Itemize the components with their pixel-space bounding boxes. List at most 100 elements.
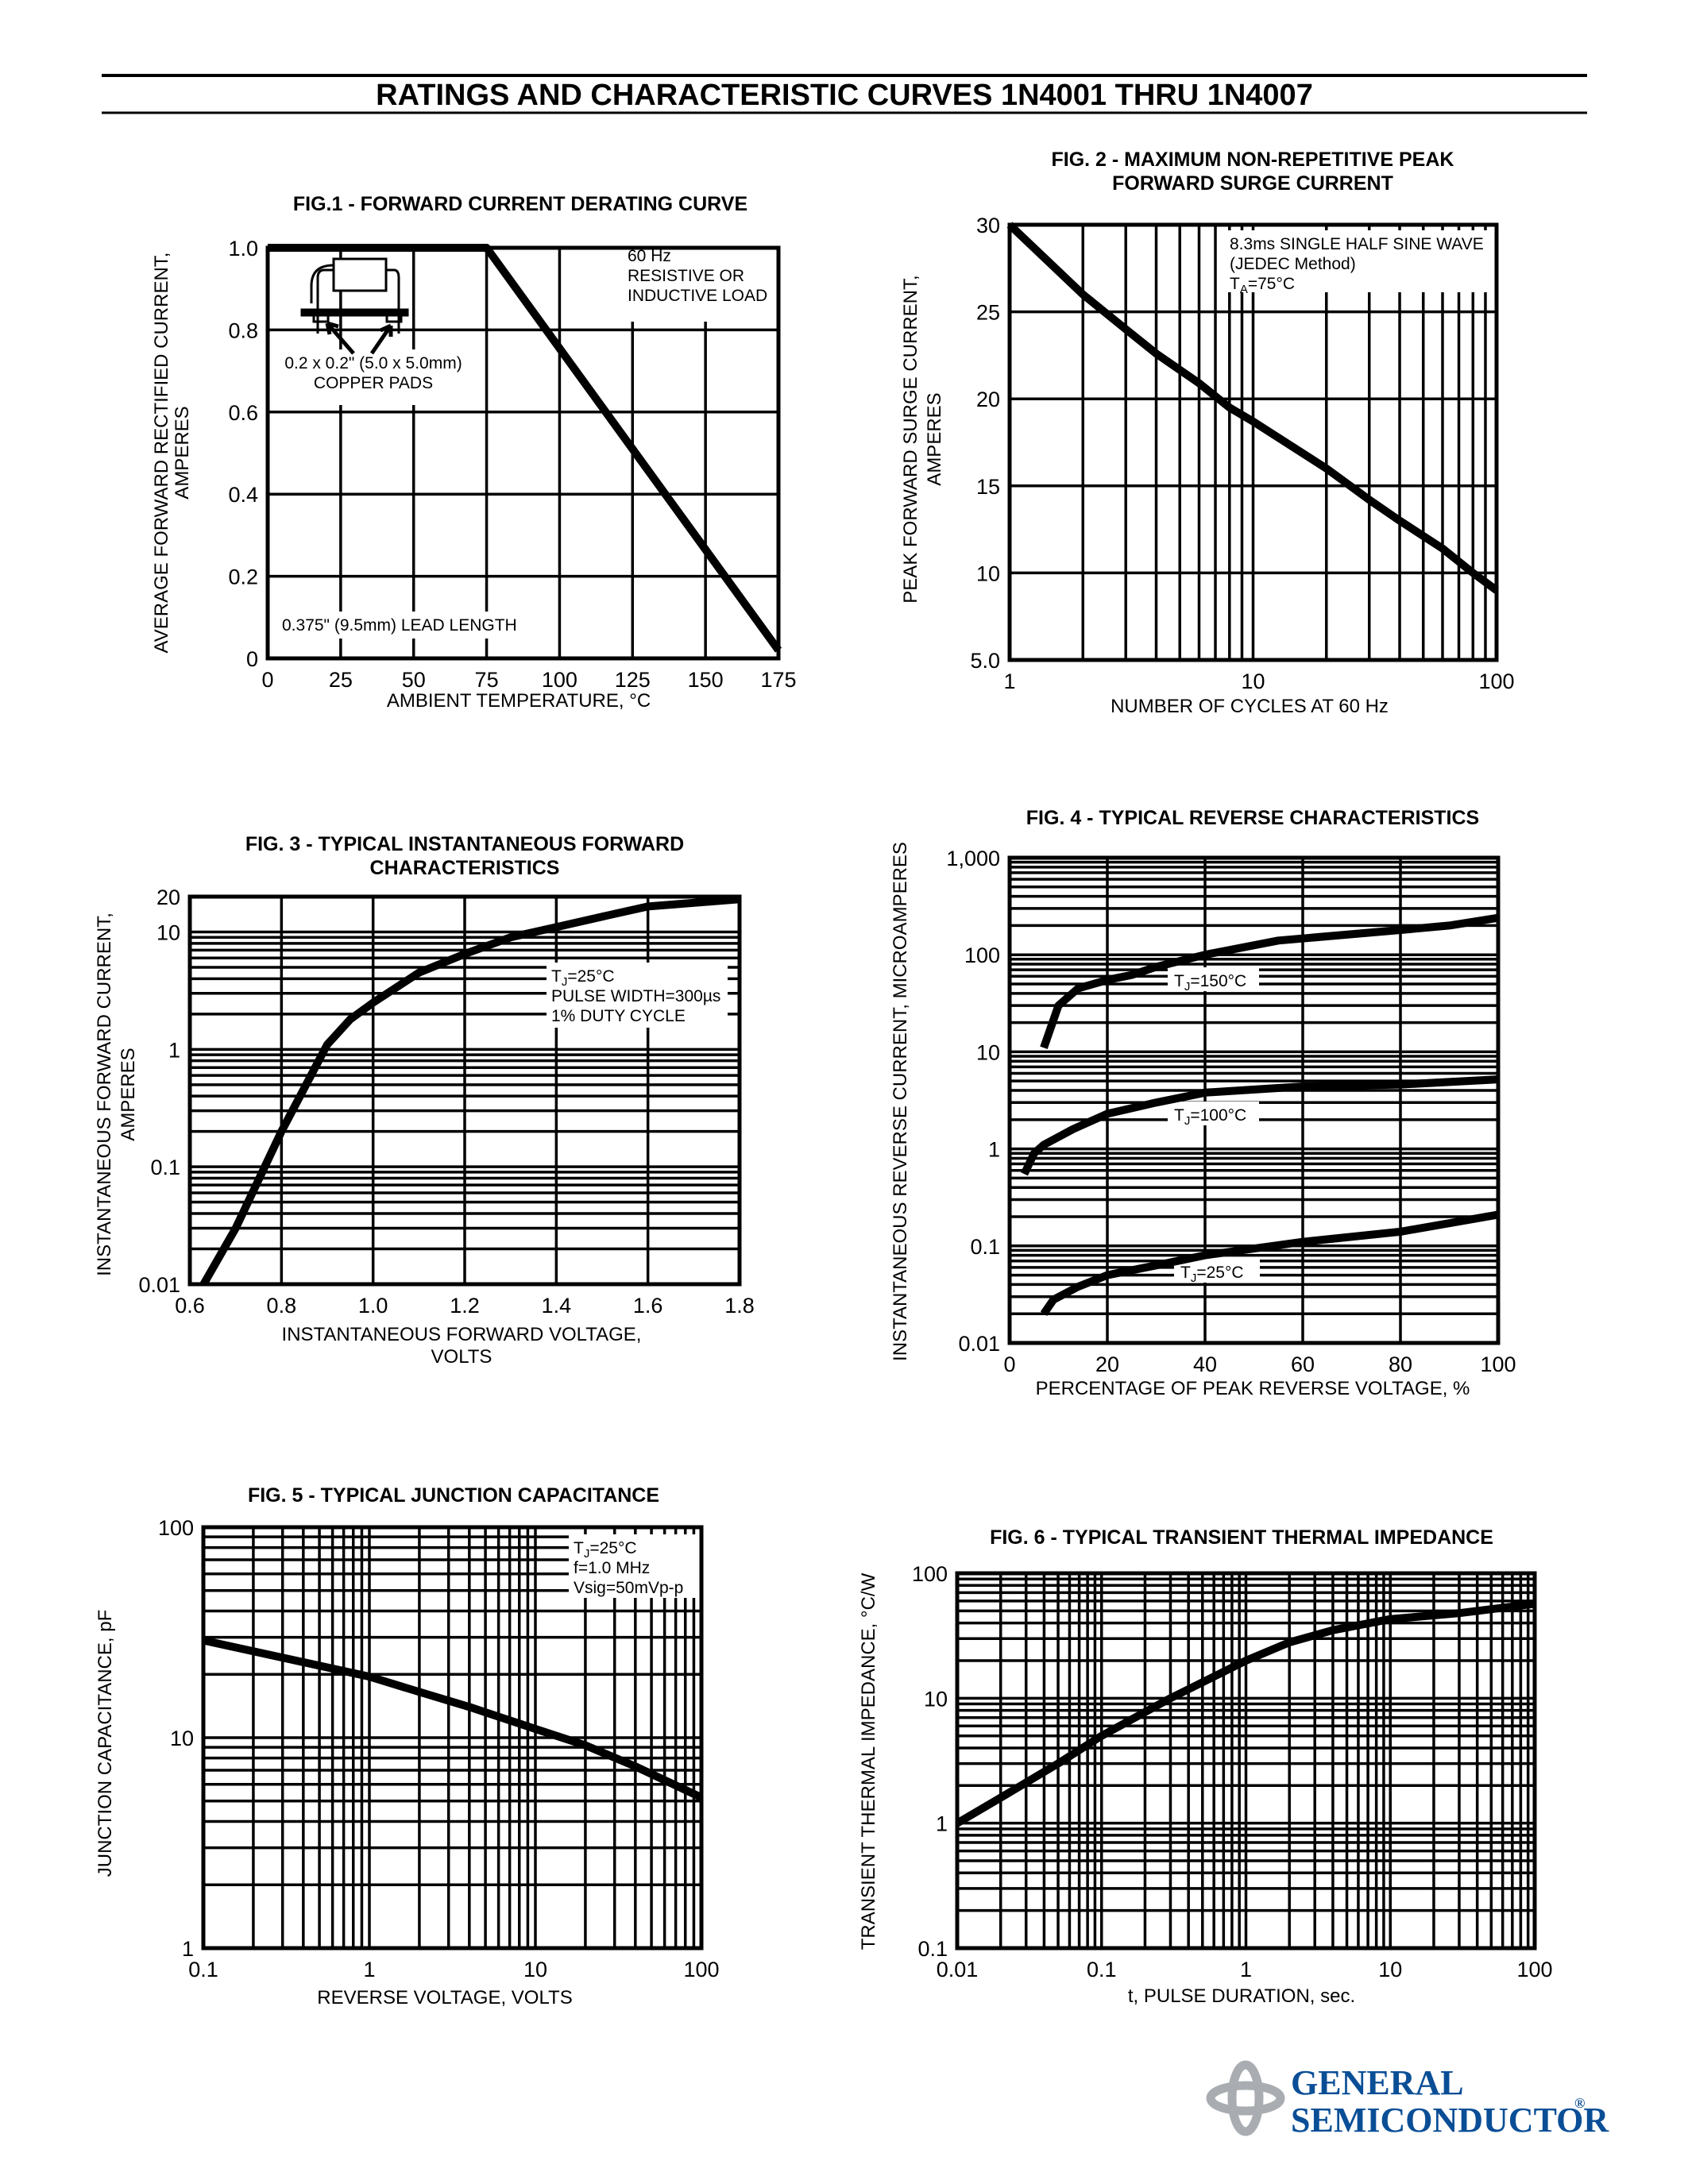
series-line-0 — [1040, 913, 1499, 1049]
chart-title: FIG. 5 - TYPICAL JUNCTION CAPACITANCE — [248, 1484, 659, 1507]
y-tick-label: 10 — [156, 921, 180, 945]
series-line — [955, 1599, 1535, 1827]
y-tick-label: 100 — [158, 1516, 194, 1540]
y-tick-label: 10 — [976, 1040, 1000, 1064]
x-tick-label: 175 — [760, 668, 796, 692]
x-tick-label: 0.6 — [175, 1294, 205, 1318]
y-tick-label: 1 — [936, 1812, 948, 1836]
annotation-text: PULSE WIDTH=300µs — [551, 987, 720, 1005]
annotation-text: 1% DUTY CYCLE — [551, 1007, 686, 1025]
x-axis-label: INSTANTANEOUS FORWARD VOLTAGE, — [282, 1324, 642, 1345]
y-axis-label: INSTANTANEOUS REVERSE CURRENT, MICROAMPE… — [890, 842, 911, 1361]
y-tick-label: 20 — [976, 388, 1000, 411]
chart-fig-1: 0 25 50 75 100 125 150 175 0 0.2 0.4 0.6 0.8 1.0 FIG.1… — [151, 193, 797, 712]
y-tick-label: 1,000 — [946, 847, 1000, 870]
series-line — [199, 895, 740, 1287]
y-tick-label: 10 — [170, 1727, 194, 1750]
x-tick-label: 60 — [1291, 1352, 1315, 1376]
y-axis-label: TRANSIENT THERMAL IMPEDANCE, °C/W — [858, 1572, 879, 1950]
chart-title: CHARACTERISTICS — [370, 857, 560, 879]
logo-line1: GENERAL — [1291, 2063, 1464, 2102]
x-tick-label: 75 — [475, 668, 499, 692]
annotation-background — [569, 1534, 704, 1598]
series-line — [1006, 222, 1499, 594]
annotation-background — [1223, 230, 1493, 292]
y-tick-label: 1 — [988, 1138, 1000, 1162]
logo-line2: SEMICONDUCTOR — [1291, 2101, 1609, 2140]
x-tick-label: 1.4 — [542, 1294, 572, 1318]
y-tick-label: 10 — [924, 1687, 948, 1711]
y-tick-label: 1 — [182, 1937, 194, 1961]
x-tick-label: 1 — [363, 1958, 375, 1981]
y-axis-label: AMPERES — [172, 406, 193, 499]
plot-frame — [265, 245, 781, 661]
y-tick-label: 0.6 — [228, 401, 258, 425]
annotation-text: 60 Hz — [628, 247, 671, 265]
annotation-text: f=1.0 MHz — [574, 1559, 650, 1577]
x-tick-label: 125 — [615, 668, 651, 692]
x-tick-label: 0.8 — [267, 1294, 297, 1318]
x-tick-label: 10 — [523, 1958, 547, 1981]
y-tick-label: 0.1 — [970, 1235, 1000, 1259]
y-tick-label: 0 — [246, 647, 258, 671]
x-tick-label: 100 — [683, 1958, 719, 1981]
plot-frame — [1007, 855, 1501, 1345]
diode-mounting-diagram-icon — [300, 257, 409, 355]
series-line — [268, 244, 782, 653]
x-tick-label: 25 — [329, 668, 353, 692]
chart-title: FIG.1 - FORWARD CURRENT DERATING CURVE — [293, 193, 747, 215]
x-axis-label: PERCENTAGE OF PEAK REVERSE VOLTAGE, % — [1036, 1378, 1470, 1399]
annotation-text: 0.2 x 0.2" (5.0 x 5.0mm) — [284, 354, 462, 372]
x-tick-label: 20 — [1095, 1352, 1119, 1376]
x-tick-label: 80 — [1389, 1352, 1412, 1376]
x-tick-label: 1.2 — [450, 1294, 480, 1318]
y-tick-label: 0.4 — [228, 483, 258, 507]
x-tick-label: 100 — [1480, 1352, 1516, 1376]
annotation-text: (JEDEC Method) — [1230, 255, 1356, 273]
x-tick-label: 0 — [1003, 1352, 1015, 1376]
chart-fig-2: 1 10 100 5.0 10 15 20 25 30 FIG. 2 - MAXIMUM NON-… — [900, 149, 1515, 717]
plot-frame — [1007, 222, 1499, 662]
y-tick-label: 0.1 — [917, 1937, 948, 1961]
annotation-background — [1168, 967, 1259, 991]
grid — [188, 895, 741, 1286]
y-tick-label: 30 — [976, 214, 1000, 237]
general-semiconductor-logo: GENERAL SEMICONDUCTOR ® — [1206, 2060, 1609, 2140]
x-tick-label: 1.8 — [724, 1294, 755, 1318]
y-tick-label: 100 — [912, 1562, 948, 1586]
x-tick-label: 0 — [261, 668, 273, 692]
series-line-1 — [1020, 1075, 1499, 1176]
y-tick-label: 15 — [976, 475, 1000, 499]
y-axis-label: PEAK FORWARD SURGE CURRENT, — [900, 275, 921, 603]
y-tick-label: 0.1 — [150, 1156, 180, 1179]
y-tick-label: 25 — [976, 301, 1000, 325]
x-tick-label: 10 — [1241, 669, 1265, 693]
annotation-text: 0.375" (9.5mm) LEAD LENGTH — [282, 616, 517, 635]
y-tick-label: 0.8 — [228, 318, 258, 342]
chart-title: FORWARD SURGE CURRENT — [1112, 172, 1393, 195]
annotation-background — [274, 612, 520, 639]
x-tick-label: 40 — [1193, 1352, 1217, 1376]
annotation-text: TJ=100°C — [1174, 1106, 1246, 1128]
annotation-text: INDUCTIVE LOAD — [628, 287, 767, 305]
y-axis-label: AVERAGE FORWARD RECTIFIED CURRENT, — [151, 253, 172, 654]
chart-title: FIG. 2 - MAXIMUM NON-REPETITIVE PEAK — [1052, 149, 1454, 171]
y-tick-label: 0.2 — [228, 565, 258, 589]
series-line-2 — [1040, 1210, 1499, 1317]
x-axis-label: VOLTS — [431, 1346, 492, 1368]
annotation-text: Vsig=50mVp-p — [574, 1579, 683, 1597]
y-tick-label: 1 — [168, 1038, 180, 1062]
annotation-text: COPPER PADS — [314, 374, 433, 392]
grid — [956, 1572, 1536, 1950]
x-axis-label: NUMBER OF CYCLES AT 60 Hz — [1111, 696, 1389, 717]
chart-title: FIG. 4 - TYPICAL REVERSE CHARACTERISTICS — [1026, 807, 1479, 829]
x-tick-label: 0.01 — [937, 1958, 979, 1981]
y-tick-label: 1.0 — [228, 237, 258, 260]
page-title: RATINGS AND CHARACTERISTIC CURVES 1N4001… — [376, 79, 1313, 112]
x-tick-label: 0.1 — [1087, 1958, 1117, 1981]
y-tick-label: 20 — [156, 886, 180, 909]
x-axis-label: t, PULSE DURATION, sec. — [1128, 1985, 1355, 2007]
y-axis-label: AMPERES — [924, 392, 945, 485]
